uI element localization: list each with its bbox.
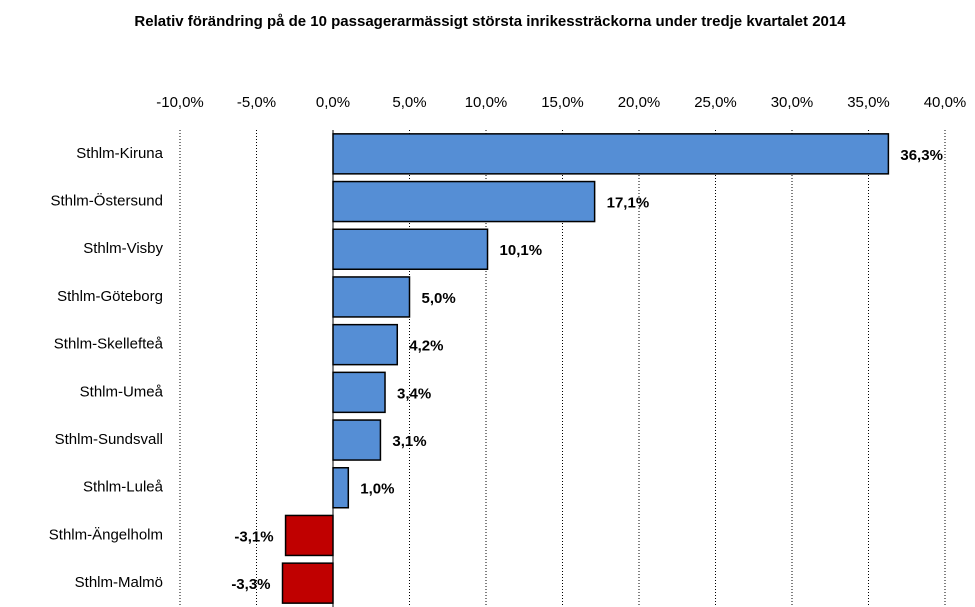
data-label: 3,1% [392, 433, 426, 450]
chart-title: Relativ förändring på de 10 passagerarmä… [134, 13, 846, 30]
data-label: 36,3% [900, 147, 943, 164]
bar [332, 180, 596, 223]
bar [332, 133, 890, 175]
data-label: 4,2% [409, 338, 443, 355]
data-label: 3,4% [397, 385, 431, 402]
y-tick-label: Sthlm-Östersund [50, 192, 163, 210]
y-tick-label: Sthlm-Visby [83, 240, 163, 257]
y-tick-label: Sthlm-Umeå [80, 383, 164, 400]
x-tick-label: 30,0% [771, 94, 814, 111]
data-label: -3,1% [234, 528, 273, 545]
y-tick-label: Sthlm-Malmö [75, 574, 163, 591]
y-tick-label: Sthlm-Luleå [83, 479, 164, 496]
x-tick-label: -5,0% [237, 94, 276, 111]
y-tick-label: Sthlm-Göteborg [57, 288, 163, 305]
data-label: 1,0% [360, 481, 394, 498]
data-label: 5,0% [422, 290, 456, 307]
y-tick-label: Sthlm-Sundsvall [55, 431, 163, 448]
y-tick-label: Sthlm-Kiruna [76, 145, 163, 162]
bar [332, 276, 411, 318]
y-tick-label: Sthlm-Ängelholm [49, 526, 163, 543]
bar [332, 371, 386, 414]
x-tick-label: 5,0% [392, 94, 426, 111]
data-label: 10,1% [500, 242, 543, 259]
x-tick-label: 25,0% [694, 94, 737, 111]
x-tick-label: 20,0% [618, 94, 661, 111]
x-tick-label: 40,0% [924, 94, 967, 111]
bar [284, 514, 334, 557]
bar [332, 323, 399, 366]
x-tick-label: 15,0% [541, 94, 584, 111]
x-tick-label: -10,0% [156, 94, 204, 111]
bar [332, 467, 350, 509]
data-label: -3,3% [231, 576, 270, 593]
data-label: 17,1% [607, 195, 650, 212]
bar [332, 419, 382, 461]
x-tick-label: 35,0% [847, 94, 890, 111]
bar [332, 228, 489, 270]
bar [281, 562, 334, 604]
y-tick-label: Sthlm-Skellefteå [54, 336, 164, 353]
x-tick-label: 0,0% [316, 94, 350, 111]
x-tick-label: 10,0% [465, 94, 508, 111]
